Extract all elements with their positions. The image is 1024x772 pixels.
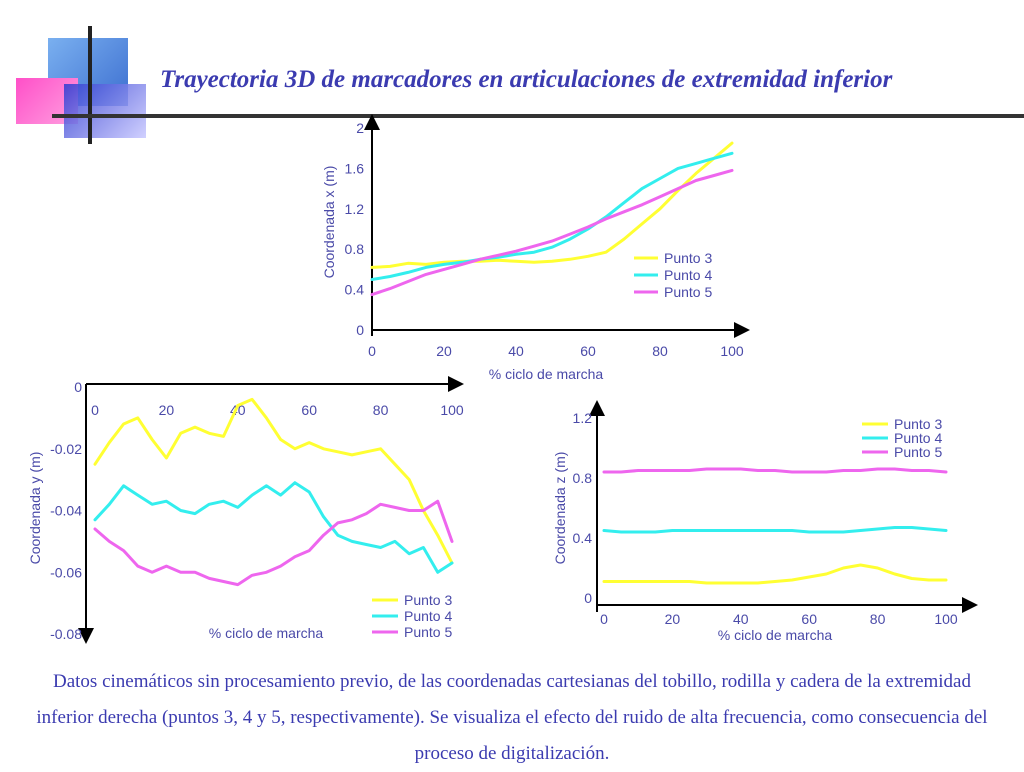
x-tick-label: 20 — [436, 343, 452, 359]
legend-label: Punto 5 — [664, 284, 712, 300]
series-line-punto-5 — [602, 467, 948, 474]
y-tick-label: 0.4 — [573, 530, 593, 546]
legend-label: Punto 4 — [404, 608, 452, 624]
legend-label: Punto 3 — [664, 250, 712, 266]
series-line-punto-4 — [93, 481, 454, 574]
x-axis-label: % ciclo de marcha — [209, 625, 324, 641]
x-tick-label: 0 — [368, 343, 376, 359]
y-axis-label: Coordenada y (m) — [27, 452, 43, 565]
deco-vertical-line — [88, 26, 92, 144]
x-tick-label: 80 — [373, 402, 389, 418]
y-tick-label: -0.06 — [50, 564, 82, 580]
x-tick-label: 100 — [934, 611, 958, 627]
y-tick-label: -0.04 — [50, 503, 82, 519]
series-line-punto-5 — [370, 168, 734, 297]
legend-label: Punto 3 — [404, 592, 452, 608]
slide-caption: Datos cinemáticos sin procesamiento prev… — [36, 671, 988, 764]
series-line-punto-3 — [93, 397, 454, 565]
x-tick-label: 60 — [801, 611, 817, 627]
slide-title: Trayectoria 3D de marcadores en articula… — [160, 66, 893, 93]
y-tick-label: 1.2 — [345, 201, 365, 217]
y-tick-label: 1.2 — [573, 410, 593, 426]
x-tick-label: 20 — [159, 402, 175, 418]
series-line-punto-3 — [602, 563, 948, 585]
series-line-punto-4 — [370, 151, 734, 281]
x-tick-label: 60 — [580, 343, 596, 359]
deco-square-violet — [64, 84, 146, 138]
x-tick-label: 80 — [652, 343, 668, 359]
y-axis-label: Coordenada x (m) — [321, 166, 337, 279]
x-tick-label: 20 — [665, 611, 681, 627]
y-tick-label: -0.08 — [50, 626, 82, 642]
x-tick-label: 100 — [440, 402, 464, 418]
x-tick-label: 100 — [720, 343, 744, 359]
series-line-punto-4 — [602, 526, 948, 534]
x-tick-label: 40 — [508, 343, 524, 359]
legend-label: Punto 5 — [894, 444, 942, 460]
legend-label: Punto 3 — [894, 416, 942, 432]
legend-label: Punto 4 — [664, 267, 712, 283]
x-axis-label: % ciclo de marcha — [489, 366, 604, 382]
legend-label: Punto 5 — [404, 624, 452, 640]
x-tick-label: 60 — [301, 402, 317, 418]
y-tick-label: 0.4 — [345, 282, 365, 298]
series-line-punto-3 — [370, 141, 734, 269]
y-tick-label: 0.8 — [573, 470, 593, 486]
y-tick-label: 0.8 — [345, 241, 365, 257]
x-axis-label: % ciclo de marcha — [718, 627, 833, 643]
y-tick-label: 2 — [356, 120, 364, 136]
y-axis-label: Coordenada z (m) — [552, 452, 568, 565]
x-tick-label: 40 — [733, 611, 749, 627]
x-tick-label: 80 — [870, 611, 886, 627]
x-tick-label: 0 — [91, 402, 99, 418]
y-tick-label: 1.6 — [345, 160, 365, 176]
y-tick-label: 0 — [74, 379, 82, 395]
y-tick-label: 0 — [584, 590, 592, 606]
legend-label: Punto 4 — [894, 430, 942, 446]
x-tick-label: 0 — [600, 611, 608, 627]
y-tick-label: -0.02 — [50, 441, 82, 457]
y-tick-label: 0 — [356, 322, 364, 338]
series-line-punto-5 — [93, 499, 454, 587]
title-rule — [52, 114, 1024, 118]
